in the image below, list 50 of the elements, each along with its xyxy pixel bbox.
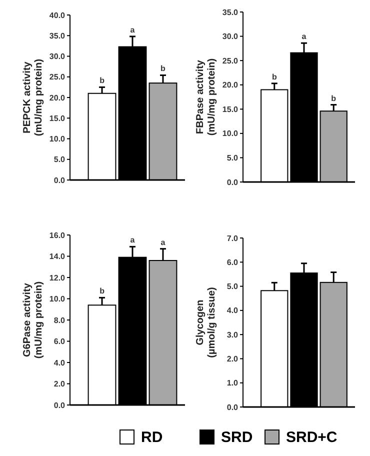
- y-tick-label: 10.0: [222, 129, 239, 138]
- y-tick-label: 20.0: [49, 93, 66, 102]
- y-tick-label: 2.0: [54, 380, 66, 389]
- y-tick-label: 12.0: [49, 273, 66, 282]
- data-label: b: [100, 76, 105, 86]
- y-tick-label: 15.0: [49, 114, 66, 123]
- y-tick-label: 20.0: [222, 80, 239, 90]
- y-tick-label: 15.0: [222, 104, 239, 114]
- legend-label: RD: [141, 429, 163, 446]
- y-tick-label: 10.0: [49, 294, 66, 304]
- y-tick-label: 0.0: [226, 402, 239, 412]
- y-tick-label: 7.0: [226, 234, 239, 243]
- y-tick-label: 0.0: [54, 176, 66, 185]
- y-tick-label: 0.0: [226, 178, 239, 187]
- legend-label: SRD: [221, 429, 253, 446]
- y-tick-label: 4.0: [54, 358, 66, 368]
- y-tick-label: 5.0: [226, 282, 239, 292]
- y-tick-label: 1.0: [226, 378, 239, 388]
- y-tick-label: 2.0: [226, 354, 239, 364]
- y-axis-title: G6Pase activity (mU/mg protein): [22, 281, 44, 359]
- legend-label: SRD+C: [286, 429, 338, 446]
- data-label: a: [160, 238, 166, 247]
- y-tick-label: 6.0: [54, 337, 66, 346]
- y-tick-label: 35.0: [222, 8, 239, 17]
- data-label: b: [272, 72, 277, 82]
- y-tick-label: 4.0: [226, 306, 239, 316]
- y-tick-label: 5.0: [54, 155, 66, 164]
- y-tick-label: 35.0: [49, 31, 66, 40]
- data-label: a: [130, 25, 136, 34]
- data-label: b: [331, 94, 336, 103]
- data-label: b: [160, 64, 166, 74]
- y-tick-label: 30.0: [222, 32, 239, 42]
- data-label: b: [100, 286, 105, 296]
- y-axis-title: PEPCK activity (mU/mg protein): [22, 58, 44, 136]
- data-label: a: [302, 32, 307, 42]
- y-tick-label: 16.0: [49, 230, 66, 240]
- y-axis-title: FBPase activity (mU/mg protein): [195, 58, 218, 136]
- y-tick-label: 5.0: [226, 154, 239, 163]
- y-axis-title: Glycogen (µmol/g tissue): [195, 287, 218, 358]
- y-tick-label: 3.0: [226, 330, 239, 340]
- y-tick-label: 0.0: [54, 400, 66, 410]
- y-tick-label: 6.0: [226, 258, 239, 267]
- y-tick-label: 10.0: [49, 134, 66, 144]
- y-tick-label: 30.0: [49, 52, 66, 62]
- data-label: a: [130, 236, 136, 245]
- y-tick-label: 14.0: [49, 252, 66, 262]
- y-tick-label: 40.0: [49, 10, 66, 20]
- y-tick-label: 8.0: [54, 316, 66, 325]
- y-tick-label: 25.0: [49, 72, 66, 82]
- y-tick-label: 25.0: [222, 56, 239, 66]
